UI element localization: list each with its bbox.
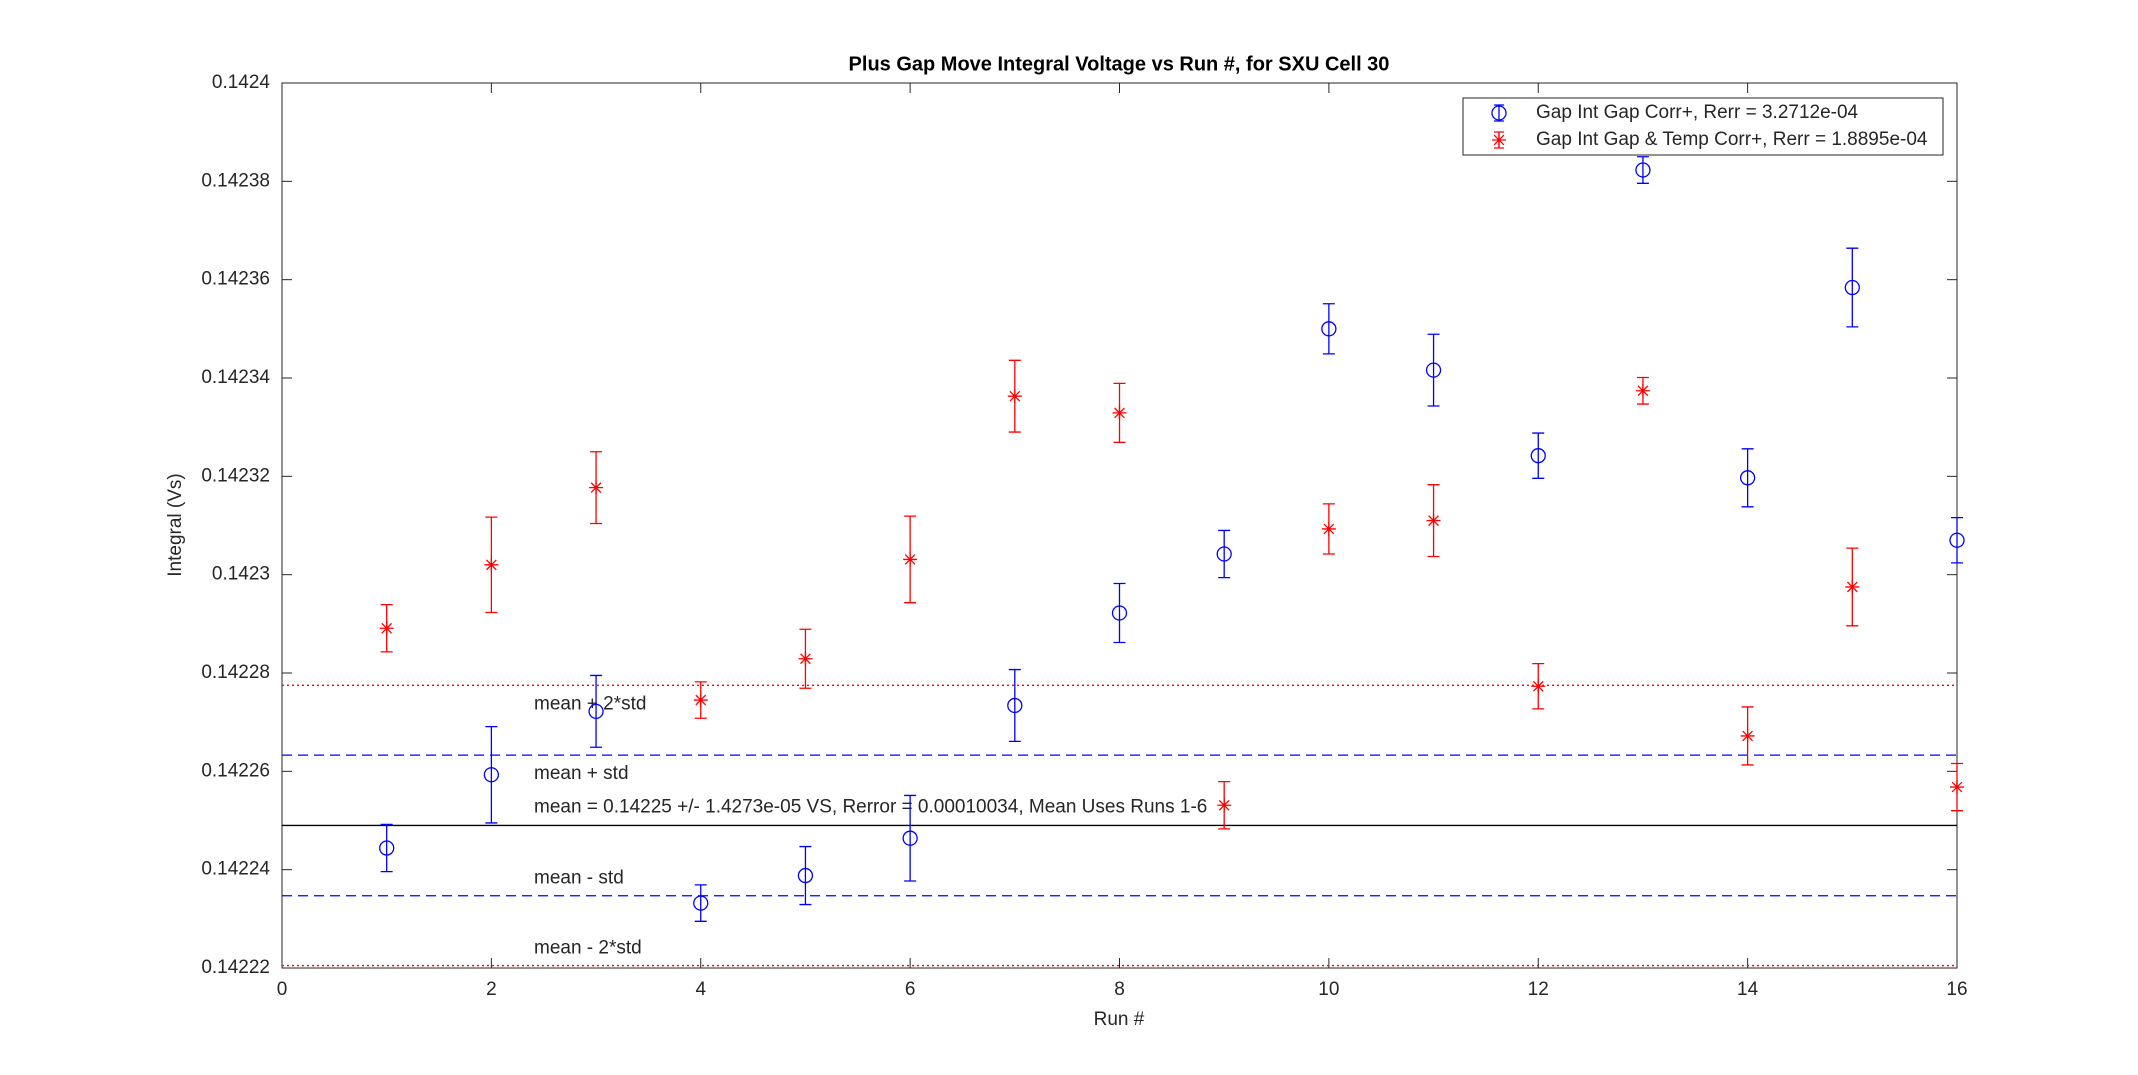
x-tick-label: 8	[1114, 979, 1125, 1000]
error-bar	[1008, 668, 1021, 742]
legend-box	[1462, 97, 1944, 156]
legend-marker	[1491, 105, 1507, 121]
marker	[379, 621, 394, 636]
marker	[1950, 780, 1964, 795]
x-tick-label: 14	[1737, 979, 1759, 1000]
marker	[902, 830, 918, 846]
marker	[1844, 279, 1860, 296]
reference-label: mean - 2*std	[534, 938, 642, 959]
marker	[1007, 389, 1022, 404]
error-bar	[1532, 432, 1545, 479]
marker	[693, 895, 709, 911]
marker	[1531, 679, 1546, 694]
marker	[588, 703, 604, 719]
legend-marker	[1492, 133, 1506, 147]
marker	[1845, 579, 1860, 594]
marker	[1217, 798, 1232, 813]
x-tick-label: 2	[486, 979, 497, 1000]
marker	[798, 651, 813, 666]
y-tick-label: 0.1423	[212, 564, 270, 585]
marker	[693, 693, 708, 708]
legend-label: Gap Int Gap Corr+, Rerr = 3.2712e-04	[1536, 102, 1859, 123]
reference-label: mean - std	[534, 868, 624, 889]
x-tick-label: 4	[695, 979, 706, 1000]
error-bar	[1951, 516, 1963, 564]
error-bar	[1322, 303, 1335, 355]
marker	[589, 480, 604, 495]
y-tick-label: 0.1424	[212, 72, 271, 93]
error-bar	[380, 823, 393, 873]
marker	[1739, 470, 1756, 486]
marker	[1740, 728, 1755, 743]
error-bar	[1636, 156, 1649, 184]
y-tick-label: 0.14226	[201, 760, 270, 781]
reference-label: mean + std	[534, 763, 629, 784]
legend-errorbar	[1494, 104, 1504, 122]
marker	[379, 840, 395, 856]
marker	[1949, 532, 1965, 548]
x-tick-label: 0	[277, 979, 288, 1000]
marker	[1216, 546, 1232, 562]
y-tick-label: 0.14234	[201, 367, 270, 388]
marker	[1112, 405, 1127, 420]
marker	[1635, 162, 1651, 178]
error-bar	[485, 725, 498, 824]
error-bar	[1113, 582, 1126, 644]
y-tick-label: 0.14232	[201, 465, 270, 486]
x-tick-label: 10	[1318, 979, 1339, 1000]
marker	[1007, 697, 1023, 714]
error-bar	[1741, 448, 1754, 508]
marker	[1425, 362, 1442, 378]
y-axis-label: Integral (Vs)	[165, 473, 186, 576]
error-bar	[1846, 247, 1859, 328]
marker	[1321, 521, 1336, 536]
marker	[1426, 513, 1441, 528]
chart-title: Plus Gap Move Integral Voltage vs Run #,…	[849, 53, 1390, 75]
error-bar	[590, 674, 603, 748]
marker	[484, 557, 499, 572]
reference-label: mean + 2*std	[534, 693, 647, 714]
marker	[1530, 448, 1546, 464]
marker	[1111, 605, 1128, 621]
reference-label: mean = 0.14225 +/- 1.4273e-05 VS, Rerror…	[534, 796, 1207, 817]
error-bar	[694, 884, 707, 922]
y-tick-label: 0.14228	[201, 662, 270, 683]
y-tick-label: 0.14236	[201, 269, 270, 290]
x-axis-label: Run #	[1094, 1009, 1145, 1030]
x-tick-label: 16	[1946, 979, 1967, 1000]
x-tick-label: 12	[1528, 979, 1549, 1000]
y-tick-label: 0.14222	[201, 957, 270, 978]
error-bar	[1427, 333, 1440, 407]
legend-label: Gap Int Gap & Temp Corr+, Rerr = 1.8895e…	[1536, 129, 1928, 150]
marker	[1321, 321, 1337, 337]
y-tick-label: 0.14224	[201, 859, 270, 880]
y-tick-label: 0.14238	[201, 170, 270, 191]
marker	[797, 867, 814, 884]
error-bar	[904, 794, 917, 882]
marker	[1635, 383, 1650, 398]
error-bar	[799, 845, 812, 906]
marker	[903, 552, 918, 567]
error-bar	[1218, 529, 1231, 579]
marker	[483, 767, 500, 783]
x-tick-label: 6	[905, 979, 916, 1000]
